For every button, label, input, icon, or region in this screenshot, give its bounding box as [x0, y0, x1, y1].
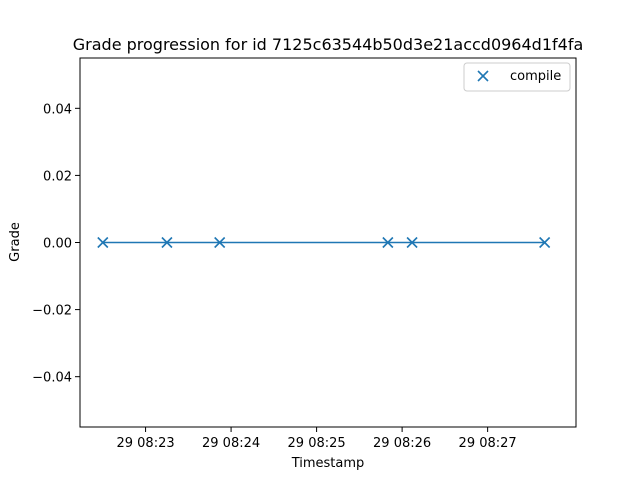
data-point [382, 236, 394, 249]
data-point [214, 236, 226, 249]
y-tick-label: −0.04 [32, 371, 72, 386]
y-tick-label: 0.04 [43, 102, 72, 117]
y-axis-label: Grade [8, 222, 23, 262]
x-tick-label: 29 08:26 [373, 436, 431, 451]
chart-title: Grade progression for id 7125c63544b50d3… [73, 35, 584, 54]
y-tick-label: 0.02 [43, 169, 72, 184]
legend-marker-x [477, 70, 489, 82]
data-point [406, 236, 418, 249]
x-tick-label: 29 08:23 [116, 436, 174, 451]
x-axis-label: Timestamp [291, 456, 365, 471]
data-point [97, 236, 109, 249]
data-point [539, 236, 551, 249]
legend-label-compile: compile [510, 69, 561, 84]
y-axis: 0.04 0.02 0.00 −0.02 −0.04 [32, 102, 80, 386]
x-tick-label: 29 08:25 [288, 436, 346, 451]
y-tick-label: −0.02 [32, 304, 72, 319]
y-tick-label: 0.00 [43, 237, 72, 252]
x-tick-label: 29 08:24 [202, 436, 260, 451]
plot-area [97, 236, 551, 249]
legend: compile [463, 62, 571, 92]
x-axis: 29 08:23 29 08:24 29 08:25 29 08:26 29 08:27 [116, 427, 517, 451]
legend-box [463, 62, 571, 92]
data-point [161, 236, 173, 249]
x-tick-label: 29 08:27 [459, 436, 517, 451]
legend-marker-compile [477, 70, 489, 82]
